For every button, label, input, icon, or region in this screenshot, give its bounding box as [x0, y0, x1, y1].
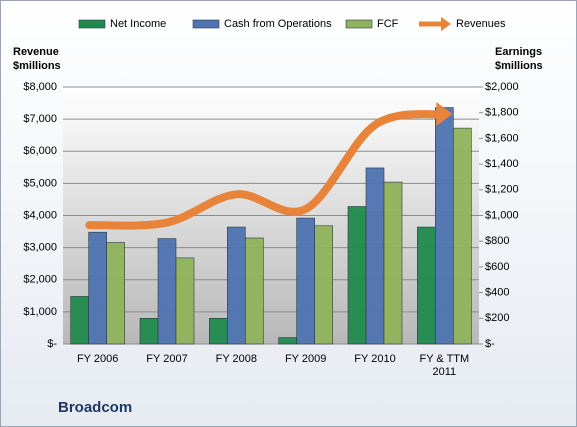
y2-tick-label: $600 — [485, 261, 509, 273]
bar — [296, 217, 315, 345]
bar — [383, 181, 403, 345]
y2-tick-label: $800 — [485, 235, 509, 247]
y-tick-label: $4,000 — [23, 209, 57, 221]
bar — [347, 206, 367, 345]
legend-label: Net Income — [110, 18, 166, 30]
bar — [227, 226, 246, 345]
y2-tick-label: $400 — [485, 287, 509, 299]
y-tick-label: $1,000 — [23, 306, 57, 318]
y-tick-label: $8,000 — [23, 81, 57, 93]
bar — [175, 257, 195, 345]
y2-tick-label: $1,400 — [485, 158, 519, 170]
x-tick-label: FY 2006 — [76, 353, 119, 365]
x-tick-label: FY 2010 — [354, 353, 396, 365]
bar — [106, 242, 125, 345]
legend-label: FCF — [377, 18, 399, 30]
y-tick-label: $5,000 — [23, 177, 57, 189]
bar — [70, 296, 89, 345]
y-axis-title: Revenue $millions — [13, 46, 61, 72]
bar — [209, 317, 228, 345]
legend-swatch — [78, 19, 106, 29]
legend-label: Revenues — [456, 18, 506, 30]
y2-tick-label: $1,800 — [485, 107, 519, 119]
y-tick-label: $3,000 — [23, 242, 57, 254]
chart-title: Broadcom — [58, 399, 133, 416]
bar — [139, 317, 159, 345]
x-tick-label: FY 2009 — [284, 353, 327, 365]
y-tick-label: $6,000 — [23, 145, 57, 157]
y2-tick-label: $2,000 — [485, 81, 519, 93]
legend-swatch — [441, 17, 451, 31]
legend-label: Cash from Operations — [224, 18, 332, 30]
bar — [417, 226, 436, 345]
y-tick-label: $- — [47, 338, 57, 350]
bar — [365, 167, 385, 345]
y2-axis-title: Earnings $millions — [495, 46, 543, 72]
legend-swatch — [345, 19, 373, 29]
y2-tick-label: $1,000 — [485, 209, 519, 221]
y-tick-label: $2,000 — [23, 274, 57, 286]
y2-tick-label: $1,600 — [485, 132, 519, 144]
bar — [314, 225, 333, 345]
bar — [435, 107, 454, 345]
bar — [278, 337, 297, 345]
x-tick-label: FY 2007 — [146, 353, 188, 365]
y2-tick-label: $200 — [485, 312, 509, 324]
bar — [453, 127, 472, 345]
y2-tick-label: $- — [485, 338, 495, 350]
bar — [88, 231, 107, 345]
x-tick-label: FY 2008 — [215, 353, 258, 365]
y-tick-label: $7,000 — [23, 113, 57, 125]
legend-swatch — [192, 19, 220, 29]
bar — [245, 237, 264, 345]
x-tick-label: FY & TTM 2011 — [419, 353, 470, 378]
arrow-head — [436, 101, 453, 126]
line — [85, 109, 449, 230]
bar — [157, 238, 177, 345]
y2-tick-label: $1,200 — [485, 184, 519, 196]
